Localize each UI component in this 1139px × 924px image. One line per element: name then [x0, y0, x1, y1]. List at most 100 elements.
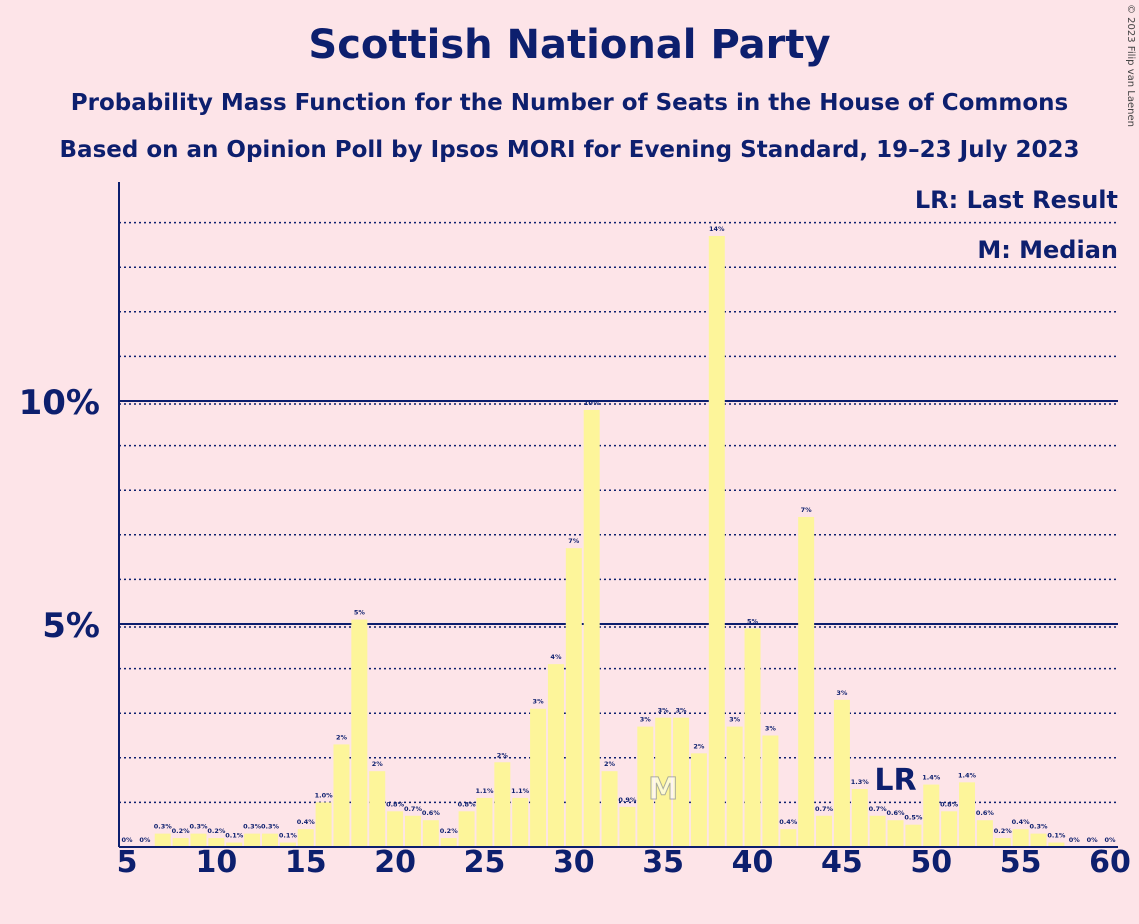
bar-label-seat-53: 0.6%	[976, 809, 995, 817]
bar-label-seat-58: 0%	[1069, 836, 1081, 844]
bar-seat-47	[869, 815, 886, 847]
bar-label-seat-34: 3%	[640, 716, 652, 724]
bar-label-seat-42: 0.4%	[779, 818, 798, 826]
bar-seat-44	[816, 815, 833, 847]
bar-seat-18	[351, 619, 368, 847]
bar-label-seat-51: 0.8%	[940, 800, 959, 808]
bar-label-seat-13: 0.3%	[261, 823, 280, 831]
bar-label-seat-56: 0.3%	[1029, 823, 1048, 831]
legend-last-result: LR: Last Result	[915, 186, 1118, 214]
bar-seat-53	[976, 820, 993, 847]
bar-seat-31	[583, 409, 600, 847]
bar-label-seat-22: 0.6%	[422, 809, 441, 817]
y-tick-10: 10%	[19, 383, 100, 423]
bar-label-seat-41: 3%	[765, 725, 777, 733]
bar-label-seat-19: 2%	[372, 760, 384, 768]
bar-label-seat-16: 1.0%	[315, 791, 334, 799]
bar-seat-54	[994, 838, 1011, 847]
x-tick-10: 10	[195, 845, 237, 880]
bar-seat-9	[190, 833, 207, 847]
bar-label-seat-47: 0.7%	[869, 805, 888, 813]
bar-label-seat-52: 1.4%	[958, 771, 977, 779]
bar-label-seat-55: 0.4%	[1012, 818, 1031, 826]
legend-median: M: Median	[977, 236, 1118, 264]
bar-label-seat-43: 7%	[801, 506, 813, 514]
bar-label-seat-59: 0%	[1087, 836, 1099, 844]
bar-seat-25	[476, 797, 493, 847]
median-marker: M	[648, 772, 678, 807]
bar-label-seat-9: 0.3%	[189, 823, 208, 831]
bar-label-seat-45: 3%	[836, 689, 848, 697]
bar-label-seat-6: 0%	[139, 836, 151, 844]
bar-seat-21	[404, 815, 421, 847]
chart-title: Scottish National Party	[308, 22, 831, 68]
bar-label-seat-25: 1.1%	[475, 787, 494, 795]
bar-seat-46	[851, 789, 868, 847]
bar-seat-7	[154, 833, 171, 847]
x-tick-30: 30	[553, 845, 595, 880]
bar-seat-35	[655, 717, 672, 847]
bar-seat-10	[208, 838, 225, 847]
bar-seat-45	[833, 699, 850, 847]
bar-label-seat-23: 0.2%	[440, 827, 459, 835]
x-tick-15: 15	[285, 845, 327, 880]
bar-seat-36	[673, 717, 690, 847]
bar-seat-43	[798, 516, 815, 847]
chart-subtitle: Probability Mass Function for the Number…	[70, 90, 1069, 116]
bar-seat-24	[458, 811, 475, 847]
bar-label-seat-36: 3%	[676, 707, 688, 715]
bar-label-seat-7: 0.3%	[154, 823, 173, 831]
bar-label-seat-44: 0.7%	[815, 805, 834, 813]
bar-seat-32	[601, 771, 618, 847]
bar-label-seat-17: 2%	[336, 733, 348, 741]
chart-source-line: Based on an Opinion Poll by Ipsos MORI f…	[59, 137, 1080, 163]
bar-seat-30	[565, 548, 582, 847]
bar-label-seat-21: 0.7%	[404, 805, 423, 813]
bar-label-seat-48: 0.6%	[887, 809, 906, 817]
bar-label-seat-20: 0.8%	[386, 800, 405, 808]
bar-seat-20	[387, 811, 404, 847]
bar-label-seat-39: 3%	[729, 716, 741, 724]
bar-label-seat-31: 10%	[584, 399, 600, 407]
bar-seat-23	[440, 838, 457, 847]
bar-label-seat-24: 0.8%	[458, 800, 477, 808]
bar-label-seat-11: 0.1%	[225, 832, 244, 840]
bar-seat-17	[333, 744, 350, 847]
x-tick-55: 55	[1000, 845, 1042, 880]
bar-label-seat-15: 0.4%	[297, 818, 316, 826]
bar-label-seat-29: 4%	[550, 653, 562, 661]
bar-seat-26	[494, 762, 511, 847]
bar-label-seat-40: 5%	[747, 617, 759, 625]
x-tick-20: 20	[374, 845, 416, 880]
bar-seat-48	[887, 820, 904, 847]
markers: M LR	[648, 763, 917, 807]
bar-seat-40	[744, 628, 761, 847]
bar-label-seat-50: 1.4%	[922, 774, 941, 782]
bar-label-seat-60: 0%	[1104, 836, 1116, 844]
x-tick-35: 35	[642, 845, 684, 880]
bar-seat-15	[297, 829, 314, 847]
bar-seat-57	[1048, 842, 1065, 847]
bar-seat-52	[959, 782, 976, 847]
bar-label-seat-35: 3%	[658, 707, 670, 715]
bar-seat-12	[244, 833, 261, 847]
bar-seat-50	[923, 784, 940, 847]
bar-seat-28	[530, 708, 547, 847]
bar-seat-11	[226, 842, 243, 847]
x-tick-50: 50	[910, 845, 952, 880]
bar-label-seat-8: 0.2%	[172, 827, 191, 835]
bar-label-seat-54: 0.2%	[994, 827, 1013, 835]
bar-label-seat-5: 0%	[121, 836, 133, 844]
bar-seat-8	[172, 838, 189, 847]
bar-label-seat-18: 5%	[354, 609, 366, 617]
bar-label-seat-49: 0.5%	[904, 814, 923, 822]
bar-label-seat-57: 0.1%	[1047, 832, 1066, 840]
bar-seat-41	[762, 735, 779, 847]
bar-seat-16	[315, 802, 332, 847]
bar-label-seat-26: 2%	[497, 751, 509, 759]
x-tick-labels: 5 10 15 20 25 30 35 40 45 50 55 60	[117, 845, 1131, 880]
bar-label-seat-12: 0.3%	[243, 823, 262, 831]
bar-seat-39	[726, 726, 743, 847]
bar-seat-22	[422, 820, 439, 847]
gridlines	[119, 221, 1118, 804]
